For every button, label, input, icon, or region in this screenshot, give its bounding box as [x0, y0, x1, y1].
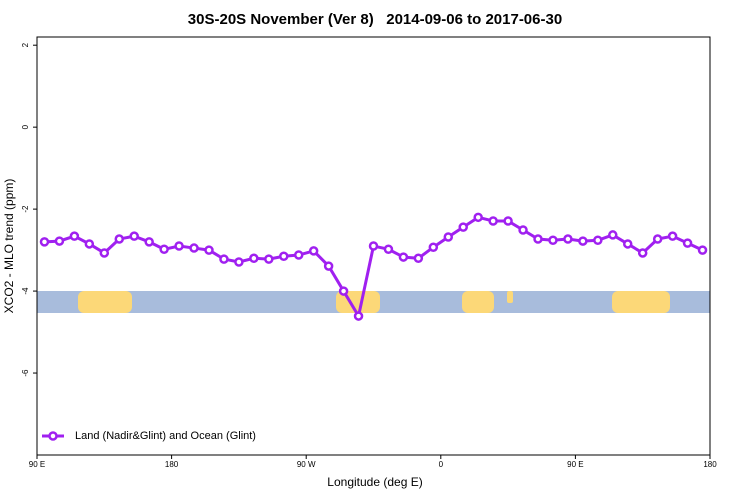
y-tick-label: 2 — [21, 42, 30, 47]
point — [129, 231, 139, 241]
point — [69, 231, 80, 241]
point — [219, 254, 229, 264]
point — [279, 251, 289, 261]
land-patch — [462, 291, 494, 313]
point — [308, 246, 319, 256]
point — [249, 253, 259, 264]
point — [682, 238, 693, 248]
point — [443, 232, 454, 242]
y-tick-label: -6 — [21, 369, 30, 377]
point — [503, 216, 513, 226]
point — [697, 245, 708, 255]
point — [652, 234, 663, 244]
chart-title: 30S-20S November (Ver 8) 2014-09-06 to 2… — [188, 11, 562, 28]
point — [39, 237, 50, 247]
x-axis-label: Longitude (deg E) — [327, 475, 422, 489]
x-tick-label: 0 — [439, 460, 444, 469]
point — [458, 222, 468, 232]
y-tick-label: -4 — [21, 287, 30, 295]
point — [578, 236, 588, 246]
point — [622, 239, 633, 249]
x-tick-label: 90 E — [567, 460, 583, 469]
point — [144, 237, 154, 247]
point — [323, 261, 334, 271]
point — [518, 225, 528, 235]
point — [637, 248, 648, 258]
point — [234, 257, 244, 267]
point — [533, 234, 543, 244]
land-patch — [612, 291, 670, 313]
point — [608, 230, 618, 240]
point — [593, 235, 603, 246]
point — [368, 241, 379, 251]
plot-frame — [36, 36, 711, 456]
point — [563, 234, 573, 244]
land-patch — [78, 291, 132, 313]
point — [174, 241, 184, 251]
x-tick-label: 180 — [703, 460, 717, 469]
point — [338, 286, 349, 296]
point — [428, 242, 439, 252]
point — [353, 311, 364, 321]
point — [488, 216, 498, 226]
x-tick-label: 180 — [165, 460, 179, 469]
point — [667, 231, 678, 241]
point — [84, 239, 95, 249]
point — [383, 244, 394, 255]
point — [159, 244, 169, 255]
legend-marker — [48, 431, 58, 441]
land-patch — [507, 291, 513, 303]
point — [264, 254, 274, 264]
point — [548, 235, 558, 246]
y-tick-label: -2 — [21, 205, 30, 213]
y-axis-label: XCO2 - MLO trend (ppm) — [2, 179, 16, 314]
point — [293, 250, 304, 260]
point — [189, 243, 199, 253]
land-ocean-strip — [37, 291, 710, 313]
y-tick-label: 0 — [21, 124, 30, 129]
point — [398, 252, 409, 262]
x-tick-label: 90 W — [297, 460, 316, 469]
point — [54, 236, 65, 246]
point — [114, 234, 125, 244]
legend-label: Land (Nadir&Glint) and Ocean (Glint) — [75, 430, 256, 442]
point — [413, 253, 424, 264]
point — [473, 212, 483, 223]
x-tick-label: 90 E — [29, 460, 45, 469]
point — [204, 245, 214, 255]
point — [99, 248, 110, 258]
